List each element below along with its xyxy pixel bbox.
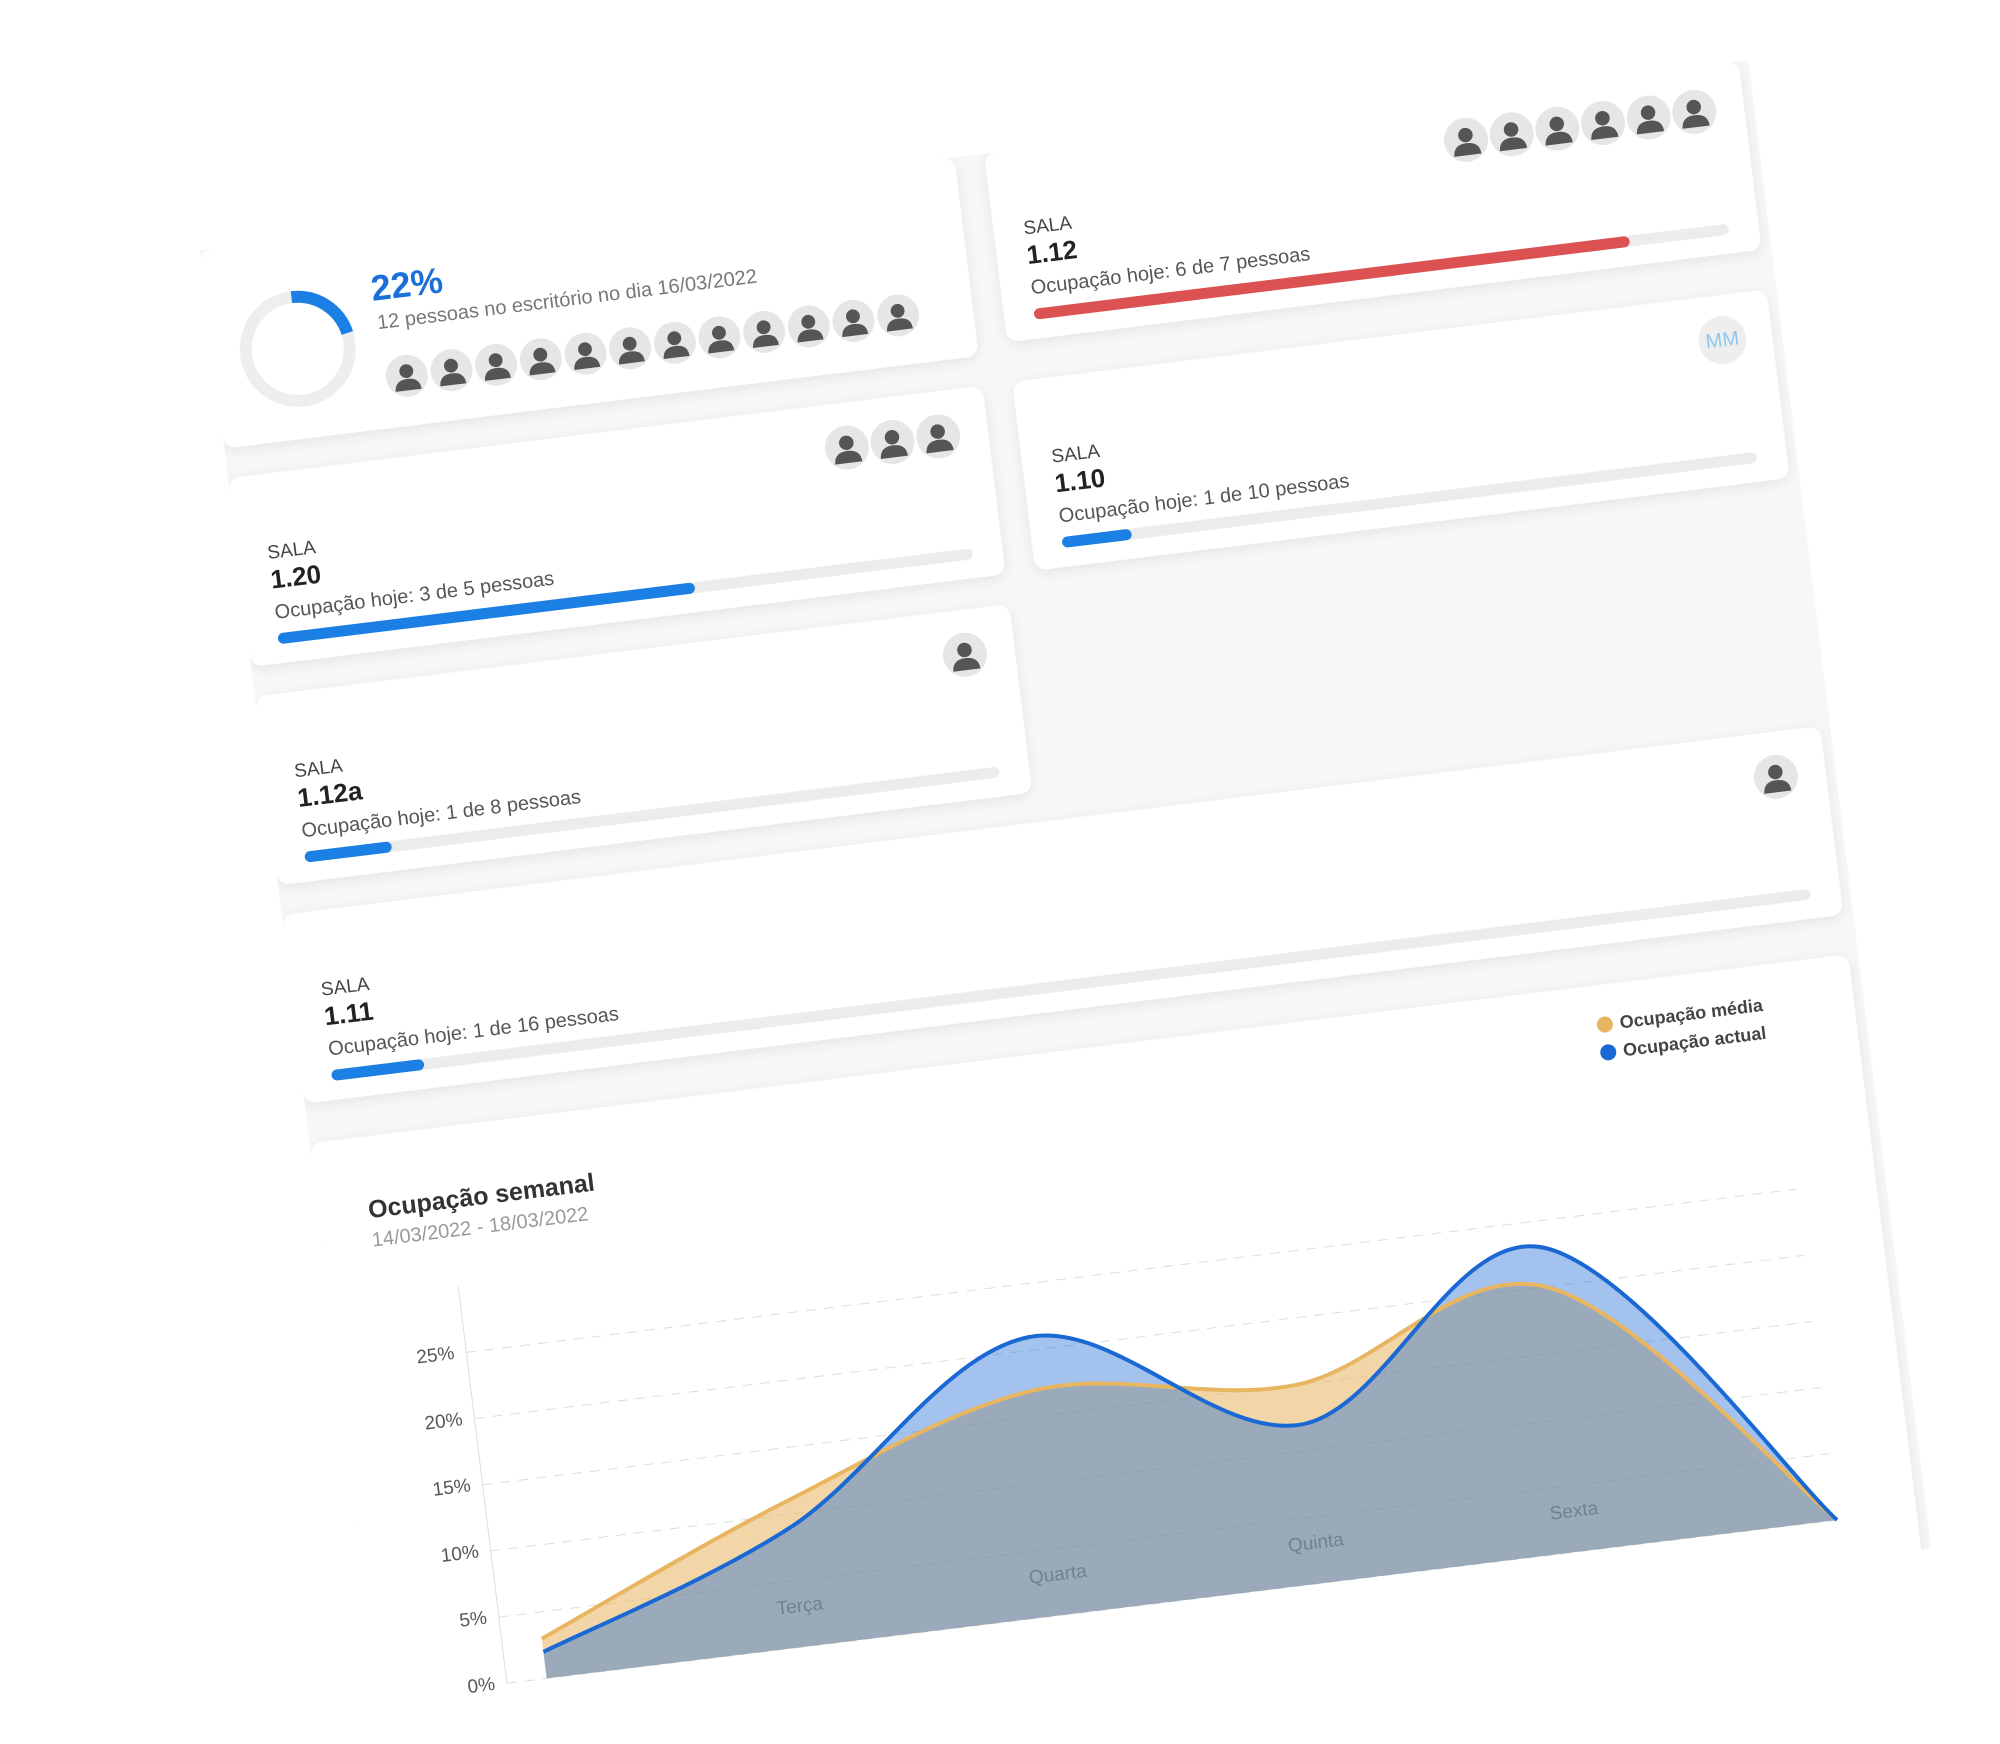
avatar-head [930,424,945,439]
progress-bar [1034,236,1630,320]
donut-arc [239,290,356,407]
progress-bar [277,582,695,644]
avatar-body [887,318,913,332]
room-name: 1.10 [1053,462,1107,498]
avatar-body [440,373,467,387]
avatar [1580,101,1625,146]
legend-marker [1596,1016,1613,1033]
room-card [256,605,1031,884]
avatar-initials-bg [1698,316,1747,365]
avatar [653,321,696,364]
avatar-head [957,642,972,658]
avatar [824,425,869,470]
dashboard-canvas: 22%12 pessoas no escritório no dia 16/03… [166,26,1965,1744]
room-name: 1.20 [269,559,323,595]
y-tick-label: 5% [458,1608,488,1632]
page: 22% 12 pessoas no escritório no dia 16/03… [201,62,1923,1744]
room-card [1013,290,1789,570]
avatar-body [485,367,511,381]
avatar-body [880,445,908,459]
avatar-head [712,325,726,340]
avatar [916,414,961,459]
avatar-body [835,450,863,465]
avatar [609,327,652,370]
avatar-body [395,378,422,392]
avatar [943,632,988,677]
avatar-head [1640,105,1656,120]
avatar-body [797,329,824,343]
room-card [283,727,1842,1103]
avatar-body [1636,120,1665,135]
avatar-head [1595,111,1610,126]
avatar-head [1686,99,1701,115]
avatar [1489,112,1534,157]
room-name: 1.12 [1025,234,1079,270]
avatar-head [756,320,771,335]
avatar [475,343,518,386]
avatar [743,310,786,353]
y-tick-label: 0% [466,1674,496,1698]
avatar-body [1764,779,1792,794]
avatar [877,294,920,337]
avatar [698,316,741,359]
avatar [1535,106,1580,151]
avatar [385,354,428,397]
avatar-head [399,364,414,379]
avatar [1753,754,1798,799]
avatar-head [444,358,458,373]
progress-bar [1062,529,1132,548]
avatar-head [667,331,682,346]
avatar [519,338,562,381]
progress-track [331,889,1811,1081]
avatar-body [926,439,954,454]
avatar-body [574,356,601,370]
avatar [1672,89,1717,134]
avatar-head [1458,127,1473,143]
summary-percent: 22% [368,259,445,308]
avatar-body [1499,137,1528,152]
avatar [787,305,830,348]
avatar-head [1768,764,1783,780]
avatar-body [1454,142,1482,157]
avatar [832,299,875,342]
progress-track [304,767,1000,863]
avatar-head [846,309,860,324]
progress-bar [304,841,392,863]
avatar-head [839,435,854,451]
avatar-body [1545,131,1573,146]
avatar [870,420,915,465]
avatar-head [533,347,548,362]
avatar-body [619,351,645,365]
avatar [564,332,607,375]
avatar-head [488,353,503,368]
avatar-body [753,334,779,349]
avatar-head [890,303,905,318]
avatar-head [622,336,637,351]
dashboard: 22% 12 pessoas no escritório no dia 16/03… [166,26,1965,1744]
avatar-head [884,429,900,445]
avatar [1444,117,1489,162]
progress-bar [331,1059,425,1081]
avatar-body [953,657,981,672]
avatar-body [842,323,869,338]
avatar-head [801,314,816,329]
avatar-head [578,342,592,357]
avatar-body [1682,114,1710,129]
room-card [229,387,1005,666]
avatar-body [529,362,556,376]
avatar-body [708,340,735,354]
room-name: 1.11 [323,996,375,1032]
avatar-head [1503,122,1519,137]
avatar-body [663,345,690,359]
avatar [430,349,473,392]
avatar-body [1591,126,1619,141]
progress-track [1062,452,1757,548]
avatar-head [1549,116,1565,132]
legend-marker [1600,1044,1617,1061]
avatar-initials: MM [1704,327,1740,353]
avatar [1626,95,1671,140]
